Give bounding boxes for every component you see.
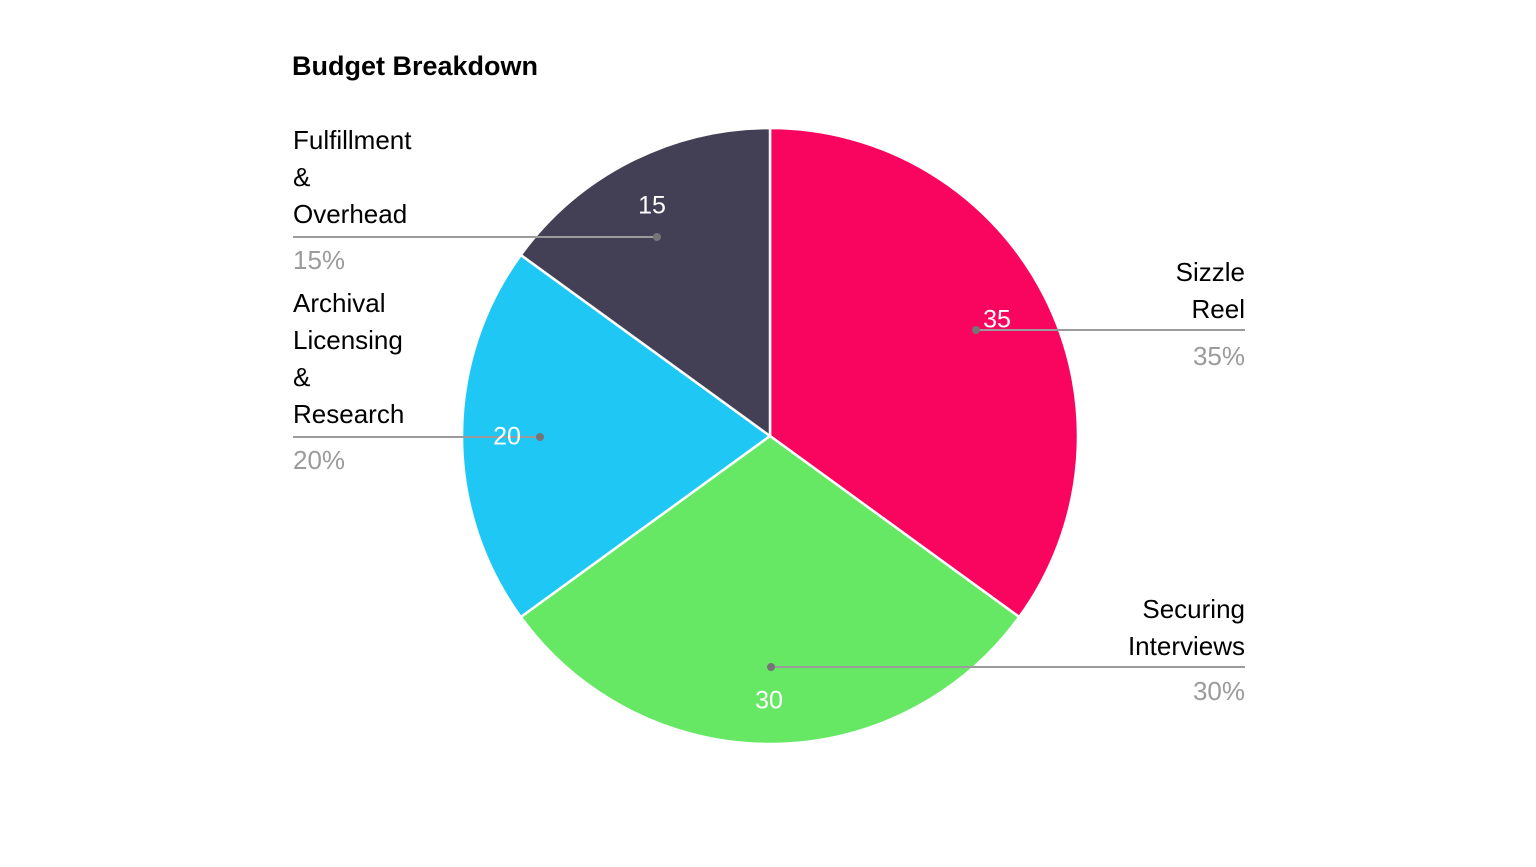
slice-label-archival-licensing-research: Archival Licensing & Research	[293, 285, 404, 433]
slice-label-line: Archival	[293, 288, 386, 318]
slice-label-line: Fulfillment	[293, 125, 412, 155]
slice-label-line: &	[293, 362, 311, 392]
slice-value-securing-interviews: 30	[755, 686, 783, 715]
percent-label-fulfillment-overhead: 15%	[293, 245, 346, 275]
slice-label-sizzle-reel: Sizzle Reel	[945, 254, 1245, 328]
slice-value-fulfillment-overhead: 15	[638, 191, 666, 220]
pie-slice-fulfillment-overhead	[519, 126, 772, 438]
leader-line-securing-interviews	[771, 666, 1245, 668]
pie-slice-sizzle-reel	[768, 126, 1080, 619]
slice-label-line: Reel	[1191, 294, 1245, 324]
slice-label-line: Securing	[1142, 594, 1245, 624]
leader-dot-securing-interviews	[767, 663, 775, 671]
percent-label-securing-interviews: 30%	[1192, 676, 1245, 706]
leader-line-sizzle-reel	[976, 329, 1245, 331]
chart-title: Budget Breakdown	[292, 51, 539, 81]
slice-label-line: Licensing	[293, 325, 403, 355]
percent-label-sizzle-reel: 35%	[1192, 341, 1245, 371]
slice-label-line: Overhead	[293, 199, 408, 229]
leader-line-fulfillment-overhead	[293, 236, 657, 238]
slice-label-securing-interviews: Securing Interviews	[945, 591, 1245, 665]
slice-label-line: &	[293, 162, 311, 192]
leader-dot-fulfillment-overhead	[653, 233, 661, 241]
slice-label-line: Interviews	[1127, 631, 1245, 661]
slice-label-line: Research	[293, 399, 405, 429]
leader-dot-archival-licensing-research	[536, 433, 544, 441]
leader-dot-sizzle-reel	[972, 326, 980, 334]
slice-value-sizzle-reel: 35	[983, 305, 1011, 334]
slice-label-line: Sizzle	[1175, 257, 1245, 287]
leader-line-archival-licensing-research	[293, 436, 540, 438]
percent-label-archival-licensing-research: 20%	[293, 445, 346, 475]
slice-value-archival-licensing-research: 20	[493, 422, 521, 451]
slice-label-fulfillment-overhead: Fulfillment & Overhead	[293, 122, 411, 233]
